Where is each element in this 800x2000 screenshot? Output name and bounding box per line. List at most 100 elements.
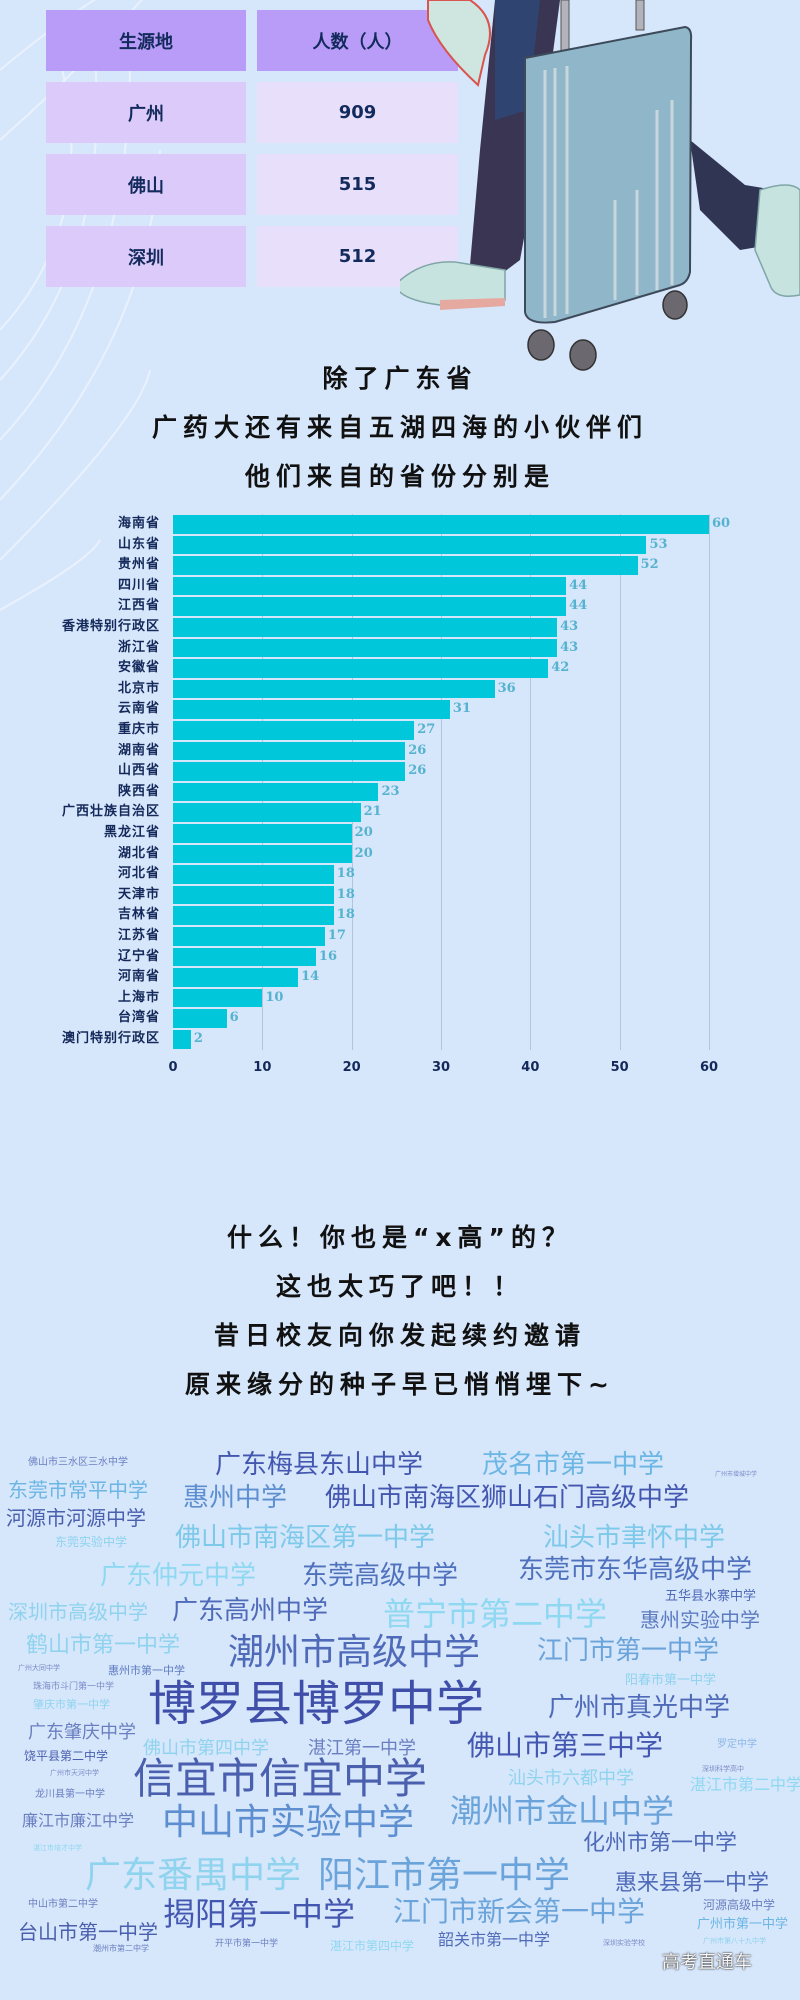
word-cloud-term: 江门市新会第一中学 (393, 1895, 646, 1928)
word-cloud-term: 东莞市东华高级中学 (518, 1555, 753, 1585)
bar-value-label: 17 (327, 928, 346, 943)
bar (173, 1009, 227, 1028)
word-cloud-term: 信宜市信宜中学 (133, 1754, 428, 1803)
bar (173, 865, 334, 884)
table-header-place: 生源地 (46, 10, 246, 71)
word-cloud-term: 阳春市第一中学 (625, 1673, 717, 1688)
school-word-cloud: 佛山市三水区三水中学 广东梅县东山中学 茂名市第一中学 广州市增城中学 东莞市常平中学惠… (0, 1440, 800, 2000)
headline-line: 他们来自的省份分别是 (244, 462, 555, 491)
category-label: 天津市 (117, 886, 160, 902)
grid-line (441, 514, 442, 1050)
bar-value-label: 18 (336, 886, 355, 902)
word-cloud-term: 中山市第二中学 (28, 1899, 98, 1910)
x-tick-label: 60 (699, 1060, 719, 1075)
category-label: 山东省 (117, 536, 160, 552)
bar-value-label: 26 (408, 742, 427, 758)
word-cloud-term: 阳江市第一中学 (318, 1855, 571, 1896)
bar (173, 947, 316, 967)
bar (173, 968, 299, 987)
watermark: 高考直通车 (662, 1952, 752, 1973)
word-cloud-term: 惠州市第一中学 (108, 1664, 185, 1677)
bar (173, 679, 495, 699)
word-cloud-term: 河源市河源中学 (6, 1506, 146, 1530)
table-cell-place: 佛山 (46, 154, 246, 215)
category-label: 黑龙江省 (103, 825, 160, 840)
bar (173, 988, 263, 1008)
bar (173, 824, 352, 843)
word-cloud-term: 佛山市南海区第一中学 (175, 1523, 436, 1553)
word-cloud-term: 深圳科学高中 (702, 1765, 744, 1773)
bar (173, 618, 558, 637)
bar (173, 597, 567, 616)
word-cloud-term: 珠海市斗门第一中学 (33, 1682, 115, 1692)
word-cloud-term: 潮州市第二中学 (93, 1944, 149, 1953)
bar (173, 659, 549, 678)
word-cloud-term: 湛江市第二中学 (690, 1775, 800, 1794)
category-label: 四川省 (117, 577, 160, 593)
bar (173, 762, 406, 781)
category-label: 江西省 (117, 598, 160, 614)
category-label: 浙江省 (117, 639, 160, 655)
bar-value-label: 52 (640, 557, 659, 573)
grid-line (619, 514, 621, 1050)
bar-value-label: 20 (354, 825, 373, 840)
bar (173, 721, 415, 740)
bar (173, 638, 558, 658)
category-label: 台湾省 (117, 1010, 160, 1026)
word-cloud-term: 广东梅县东山中学 (215, 1450, 424, 1480)
bar (173, 741, 406, 761)
category-label: 贵州省 (117, 557, 160, 573)
bar-value-label: 44 (569, 598, 588, 614)
word-cloud-term: 江门市第一中学 (537, 1636, 720, 1666)
category-label: 云南省 (117, 701, 160, 717)
x-tick-label: 10 (253, 1060, 272, 1075)
bar (173, 844, 352, 864)
bar-value-label: 21 (363, 804, 382, 820)
word-cloud-term: 惠来县第一中学 (615, 1871, 770, 1896)
word-cloud-term: 湛江第一中学 (308, 1738, 416, 1759)
word-cloud-term: 韶关市第一中学 (438, 1930, 551, 1949)
word-cloud-term: 潮州市金山中学 (450, 1792, 675, 1830)
category-label: 山西省 (117, 763, 160, 779)
word-cloud-term: 东莞市常平中学 (8, 1478, 148, 1502)
category-label: 安徽省 (117, 660, 160, 676)
word-cloud-term: 惠州中学 (183, 1483, 288, 1513)
bar-value-label: 18 (336, 866, 355, 882)
category-label: 江苏省 (117, 928, 160, 943)
category-label: 辽宁省 (117, 948, 160, 964)
word-cloud-term: 广州大同中学 (18, 1664, 60, 1672)
headline-line: 什么！你也是“x高”的？ (227, 1223, 573, 1252)
suitcase-illustration (400, 0, 800, 371)
category-label: 海南省 (117, 516, 160, 531)
x-tick-label: 0 (168, 1060, 178, 1075)
grid-line (262, 514, 264, 1050)
word-cloud-term: 台山市第一中学 (18, 1920, 158, 1944)
word-cloud-term: 深圳实验学校 (603, 1939, 645, 1947)
bar-value-label: 53 (649, 536, 668, 552)
word-cloud-term: 肇庆市第一中学 (33, 1698, 110, 1711)
word-cloud-term: 深圳市高级中学 (8, 1600, 148, 1624)
bar (173, 782, 379, 802)
bar-value-label: 20 (354, 845, 373, 861)
word-cloud-term: 湛江市培才中学 (33, 1844, 82, 1852)
bar-value-label: 26 (408, 763, 427, 779)
word-cloud-term: 广州市第一中学 (697, 1917, 789, 1932)
word-cloud-term: 廉江市廉江中学 (22, 1811, 135, 1830)
table-cell-place: 深圳 (46, 226, 246, 287)
category-label: 重庆市 (117, 722, 160, 737)
headline-provinces: 除了广东省 广药大还有来自五湖四海的小伙伴们 他们来自的省份分别是 (0, 354, 800, 501)
word-cloud-term: 佛山市第四中学 (143, 1738, 269, 1759)
word-cloud-term: 河源高级中学 (703, 1898, 776, 1912)
bar-value-label: 14 (301, 969, 320, 985)
table-cell-count: 515 (257, 154, 458, 215)
bar (173, 576, 567, 596)
bar-value-label: 23 (381, 783, 400, 799)
word-cloud-term: 饶平县第二中学 (24, 1749, 109, 1763)
word-cloud-term: 开平市第一中学 (215, 1939, 279, 1949)
headline-line: 昔日校友向你发起续约邀请 (213, 1321, 586, 1350)
category-label: 澳门特别行政区 (61, 1031, 160, 1046)
bar-value-label: 43 (560, 639, 579, 655)
table-cell-place: 广州 (46, 82, 246, 143)
bar (173, 906, 334, 925)
bar-value-label: 31 (452, 701, 472, 717)
